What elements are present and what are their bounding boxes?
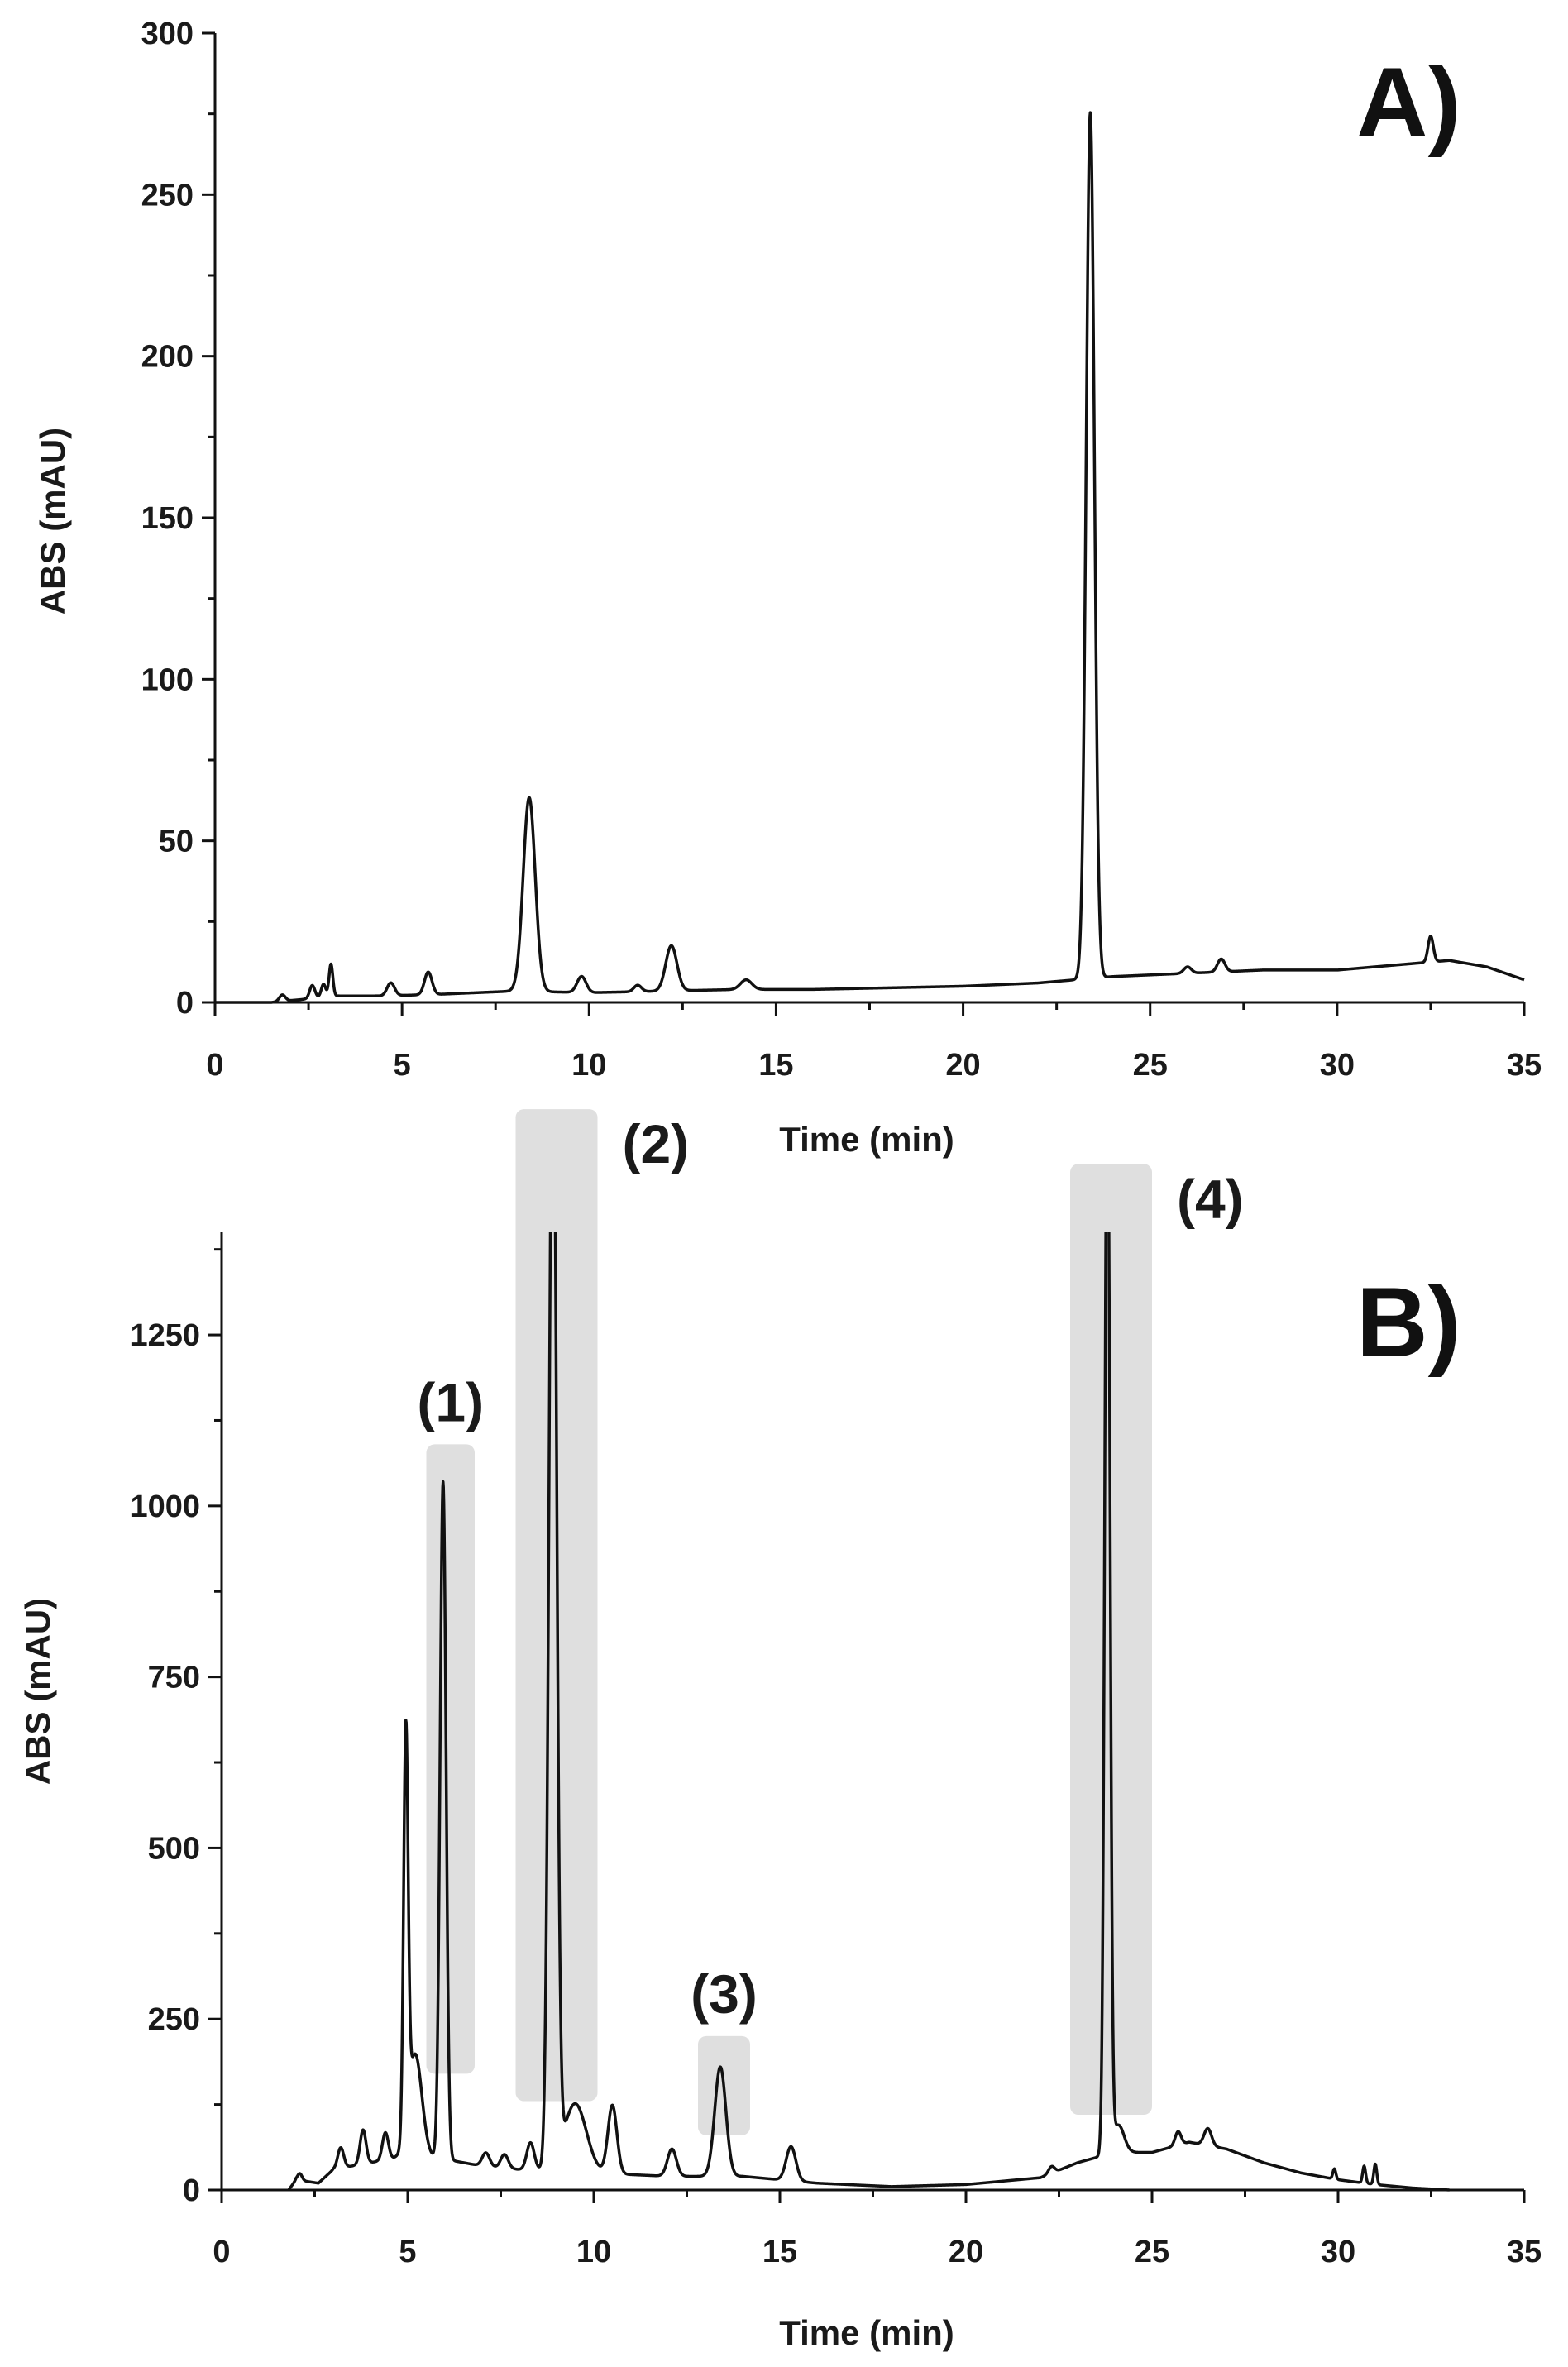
region-highlight-1 — [426, 1444, 475, 2074]
x-tick-label: 10 — [571, 1048, 606, 1083]
panel-a-x-axis-title: Time (min) — [779, 1120, 954, 1159]
panel-a-axes: 0 5 10 15 20 25 30 35 0 50 100 150 200 250 300 — [141, 17, 1542, 1083]
panel-b-label: B) — [1356, 1267, 1461, 1378]
y-tick-label: 250 — [141, 178, 194, 213]
panel-a-series-line — [213, 111, 1526, 1004]
x-tick-label: 10 — [576, 2235, 611, 2269]
y-tick-label: 100 — [141, 662, 194, 697]
region-label-1: (1) — [417, 1371, 484, 1432]
panel-b-y-axis-title: ABS (mAU) — [18, 1598, 57, 1785]
y-tick-label: 300 — [141, 17, 194, 51]
x-tick-label: 35 — [1507, 2235, 1542, 2269]
x-tick-label: 5 — [399, 2235, 416, 2269]
region-label-3: (3) — [691, 1963, 758, 2025]
x-tick-label: 30 — [1321, 2235, 1355, 2269]
x-tick-label: 15 — [762, 2235, 797, 2269]
panel-b-axes: 0 5 10 15 20 25 30 35 0 250 500 750 1000 1250 — [130, 1232, 1542, 2269]
y-tick-label: 750 — [148, 1661, 200, 1695]
x-tick-label: 20 — [949, 2235, 983, 2269]
panel-a-chart: 0 5 10 15 20 25 30 35 0 50 100 150 200 250 300 A) Time… — [33, 17, 1542, 1159]
x-tick-label: 0 — [213, 2235, 230, 2269]
region-label-2: (2) — [623, 1113, 690, 1174]
x-tick-label: 30 — [1320, 1048, 1355, 1083]
panel-b-series-line — [287, 1232, 1451, 2192]
panel-b-x-axis-title: Time (min) — [779, 2313, 954, 2352]
y-tick-label: 200 — [141, 340, 194, 375]
x-tick-label: 15 — [758, 1048, 793, 1083]
y-tick-label: 250 — [148, 2002, 200, 2037]
y-tick-label: 500 — [148, 1831, 200, 1866]
y-tick-label: 0 — [176, 986, 194, 1021]
x-tick-label: 25 — [1135, 2235, 1169, 2269]
region-label-4: (4) — [1177, 1168, 1244, 1229]
x-tick-label: 25 — [1133, 1048, 1168, 1083]
panel-b-chart: (1) (2) (3) (4) 0 5 10 15 20 25 30 35 0 250 500 750 100… — [18, 1109, 1542, 2352]
x-tick-label: 20 — [945, 1048, 980, 1083]
y-tick-label: 50 — [159, 825, 194, 859]
x-tick-label: 35 — [1507, 1048, 1542, 1083]
y-tick-label: 150 — [141, 501, 194, 536]
y-tick-label: 1000 — [130, 1490, 200, 1524]
y-tick-label: 1250 — [130, 1318, 200, 1353]
x-tick-label: 5 — [394, 1048, 411, 1083]
x-tick-label: 0 — [206, 1048, 223, 1083]
panel-a-label: A) — [1356, 47, 1461, 158]
panel-a-y-axis-title: ABS (mAU) — [33, 428, 72, 614]
y-tick-label: 0 — [183, 2173, 200, 2208]
